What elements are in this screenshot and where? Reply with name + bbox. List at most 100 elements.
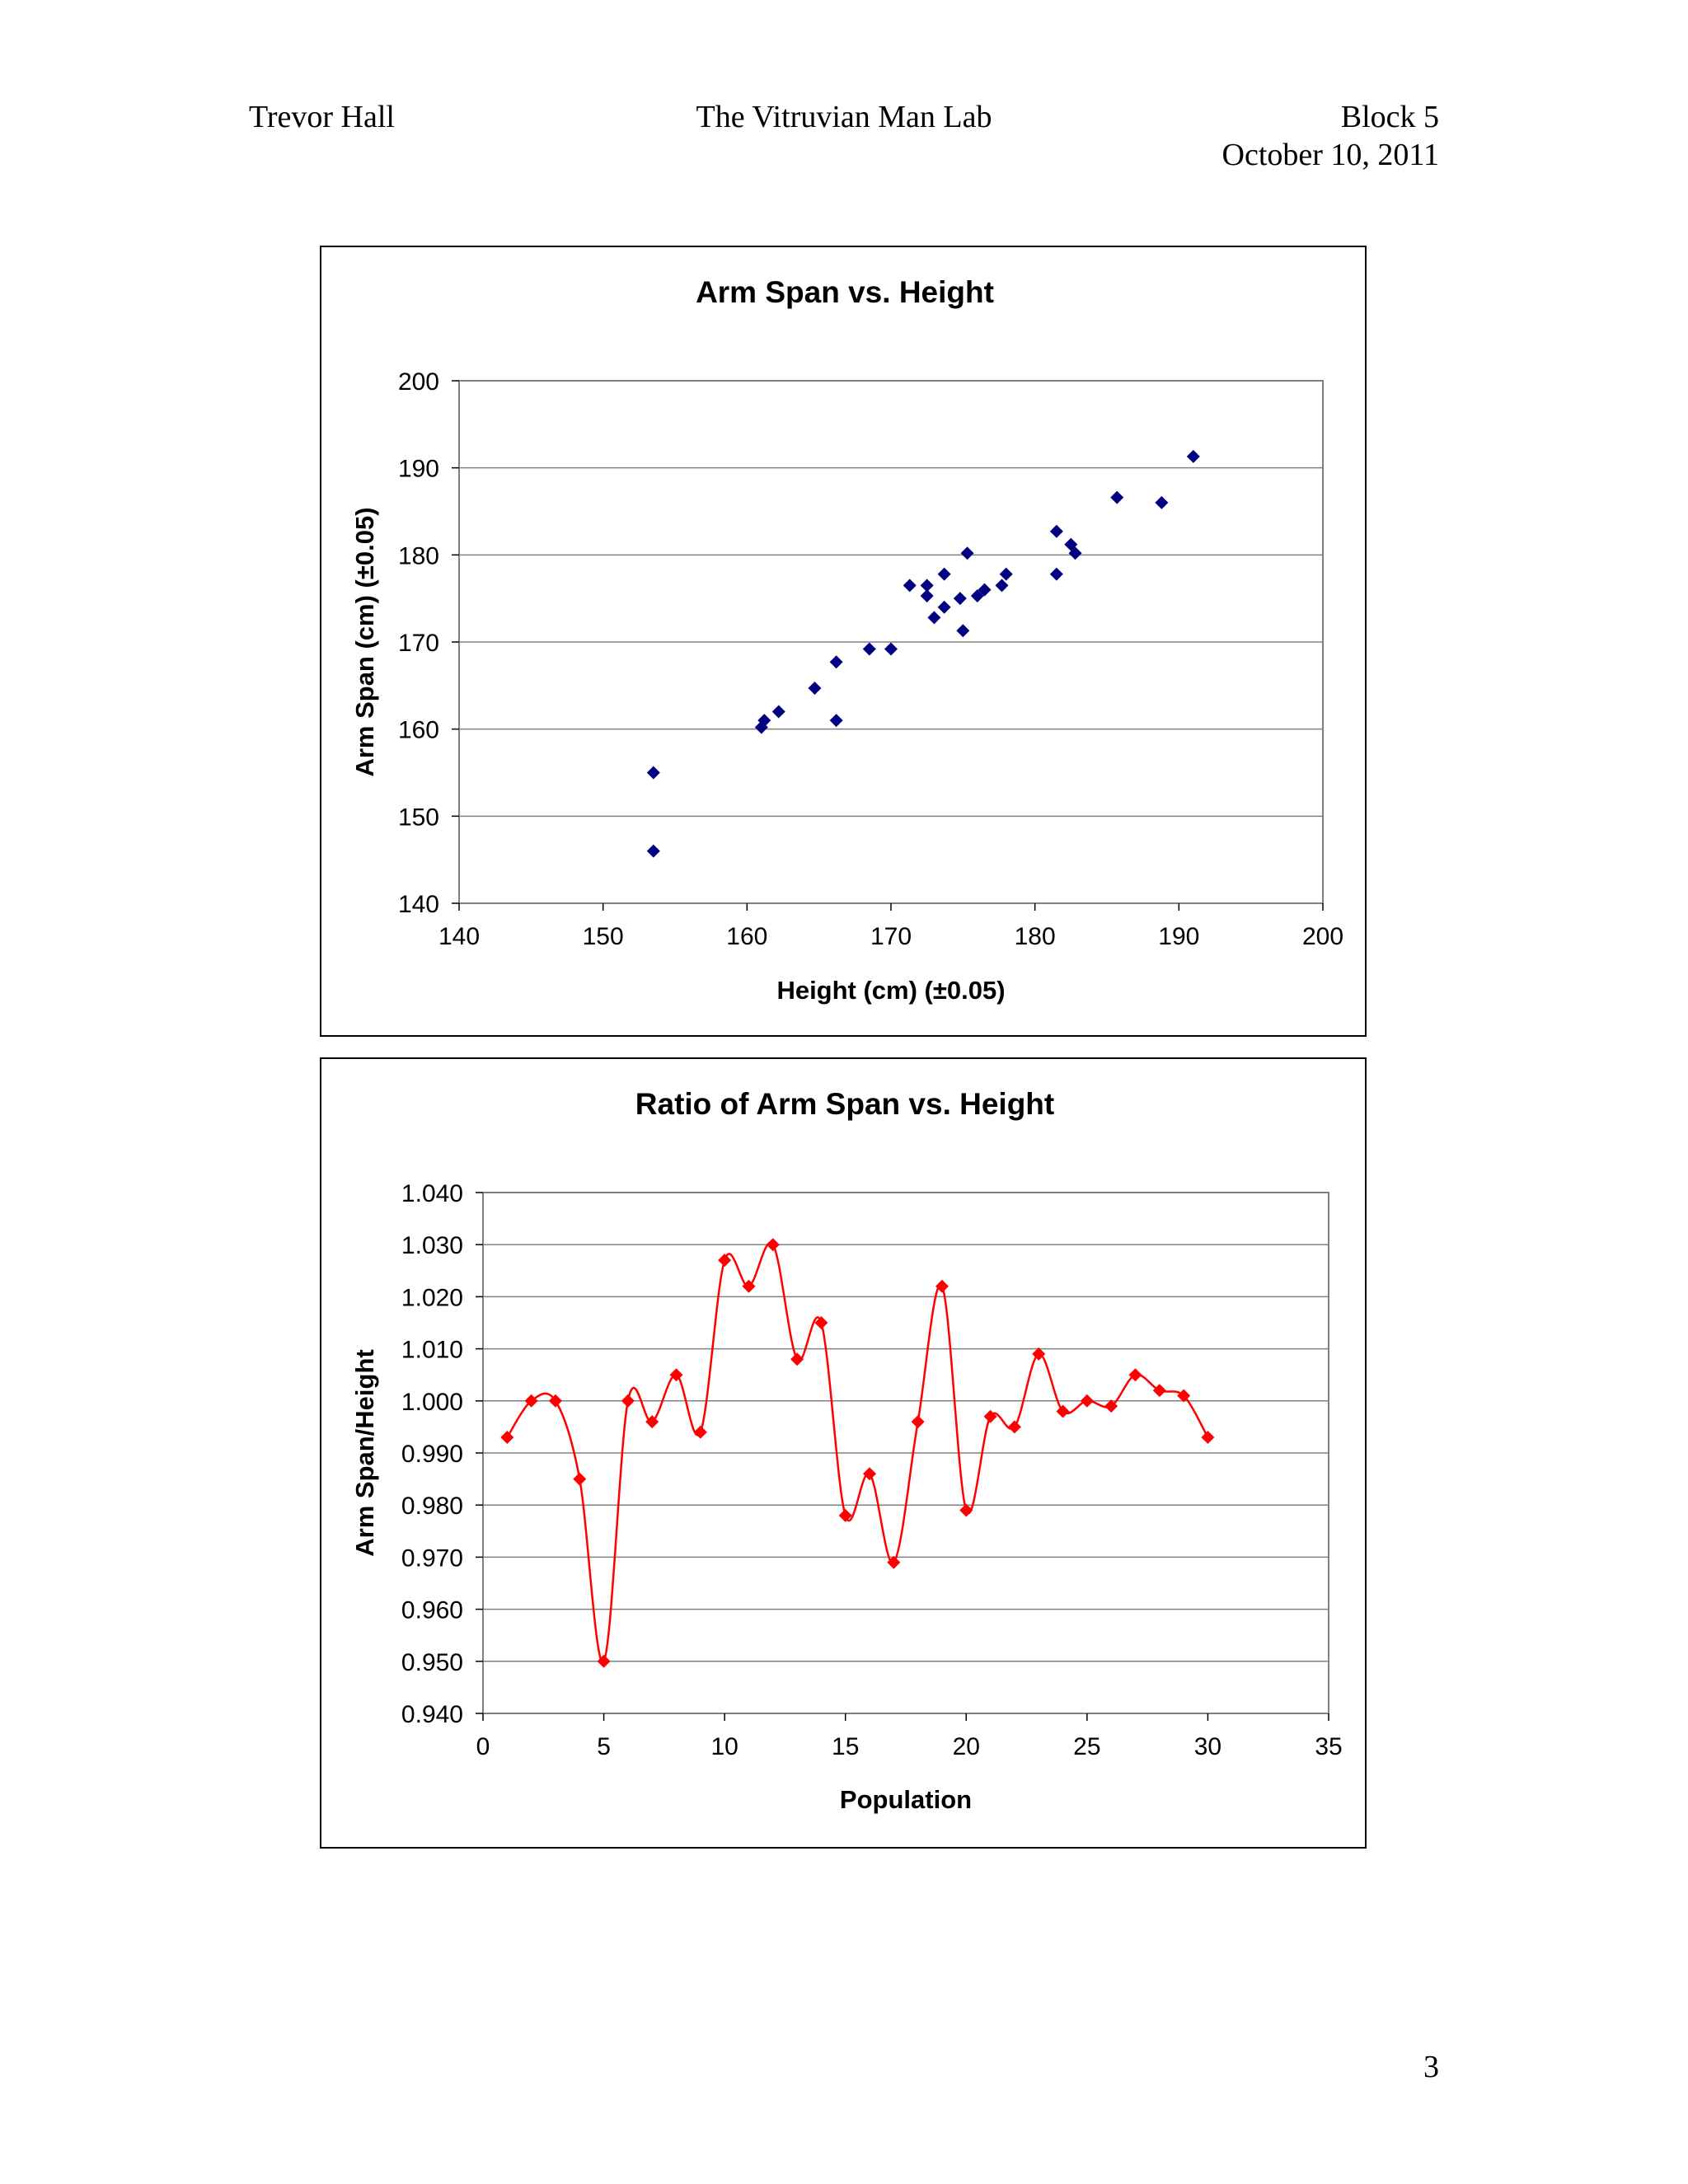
x-tick-label: 5	[597, 1733, 611, 1760]
report-date: October 10, 2011	[1221, 138, 1439, 172]
scatter-point	[960, 546, 974, 560]
y-axis-label: Arm Span (cm) (±0.05)	[350, 507, 379, 776]
scatter-point	[862, 642, 876, 656]
x-tick-label: 20	[953, 1733, 980, 1760]
x-tick-label: 30	[1194, 1733, 1221, 1760]
chart-title: Arm Span vs. Height	[696, 275, 994, 309]
author-name: Trevor Hall	[249, 100, 395, 134]
scatter-point	[1155, 495, 1169, 509]
line-point	[621, 1394, 635, 1408]
page-number: 3	[1423, 2050, 1439, 2084]
lab-title: The Vitruvian Man Lab	[696, 100, 992, 134]
line-point	[645, 1415, 659, 1429]
y-axis-label: Arm Span/Height	[350, 1349, 379, 1556]
scatter-chart-arm-span-vs-height: Arm Span vs. Height 140 150 160 170 180 190 20…	[320, 246, 1367, 1037]
y-tick-label: 1.040	[401, 1180, 463, 1207]
line-point	[983, 1409, 997, 1423]
y-tick-label: 0.950	[401, 1649, 463, 1676]
line-point	[597, 1654, 611, 1668]
tick-labels: 0.940 0.950 0.960 0.970 0.980 0.990 1.000 1.010…	[401, 1180, 1343, 1760]
scatter-point	[1186, 449, 1200, 463]
series-line	[506, 1241, 1209, 1663]
scatter-point	[999, 567, 1013, 581]
y-tick-label: 0.970	[401, 1544, 463, 1572]
line-point	[1080, 1394, 1094, 1408]
y-tick-label: 1.010	[401, 1337, 463, 1364]
x-tick-label: 170	[870, 923, 912, 950]
y-tick-label: 140	[398, 891, 439, 918]
x-tick-label: 180	[1015, 923, 1056, 950]
y-tick-label: 170	[398, 630, 439, 657]
x-tick-label: 35	[1315, 1733, 1342, 1760]
scatter-point	[1068, 546, 1082, 560]
chart-title: Ratio of Arm Span vs. Height	[635, 1087, 1054, 1121]
y-tick-label: 1.020	[401, 1284, 463, 1311]
line-point	[935, 1279, 949, 1293]
x-tick-label: 200	[1302, 923, 1343, 950]
line-point	[1056, 1404, 1070, 1418]
scatter-point	[829, 655, 843, 669]
scatter-point	[920, 579, 934, 593]
gridlines	[452, 380, 1324, 911]
scatter-point	[937, 567, 951, 581]
scatter-point	[829, 714, 843, 728]
data-points	[646, 449, 1200, 858]
scatter-point	[1049, 524, 1063, 538]
line-point	[1201, 1431, 1215, 1445]
line-point	[814, 1316, 828, 1329]
ratio-series-line	[506, 1241, 1209, 1663]
line-point	[669, 1368, 683, 1382]
x-tick-label: 150	[583, 923, 624, 950]
scatter-point	[920, 588, 934, 602]
x-tick-label: 0	[476, 1733, 490, 1760]
line-point	[1128, 1368, 1142, 1382]
scatter-point	[927, 611, 941, 625]
y-tick-label: 150	[398, 804, 439, 831]
y-tick-label: 180	[398, 542, 439, 569]
x-axis-label: Height (cm) (±0.05)	[776, 976, 1005, 1005]
line-point	[766, 1238, 780, 1252]
line-point	[838, 1508, 852, 1522]
scatter-point	[956, 624, 970, 638]
scatter-point	[646, 766, 660, 780]
scatter-point	[937, 600, 951, 614]
line-point	[524, 1394, 538, 1408]
line-point	[693, 1425, 707, 1439]
y-tick-label: 1.030	[401, 1232, 463, 1259]
line-point	[863, 1467, 877, 1481]
line-chart-ratio: Ratio of Arm Span vs. Height 0.940 0.950 0…	[320, 1057, 1367, 1849]
line-point	[573, 1472, 587, 1486]
scatter-point	[771, 705, 785, 719]
x-tick-label: 10	[710, 1733, 738, 1760]
line-point	[1104, 1399, 1118, 1413]
tick-labels: 140 150 160 170 180 190 200 140 150 160 170 180 190 2…	[398, 368, 1343, 950]
x-tick-label: 15	[832, 1733, 859, 1760]
scatter-point	[995, 579, 1009, 593]
y-tick-label: 0.960	[401, 1597, 463, 1624]
scatter-point	[970, 588, 984, 602]
line-point	[500, 1431, 514, 1445]
line-point	[1152, 1384, 1166, 1398]
y-tick-label: 190	[398, 456, 439, 483]
scatter-point	[646, 844, 660, 858]
line-point	[887, 1555, 901, 1569]
scatter-point	[903, 579, 917, 593]
scatter-point	[757, 714, 771, 728]
x-tick-label: 190	[1158, 923, 1199, 950]
line-point	[1177, 1389, 1191, 1403]
x-tick-label: 160	[726, 923, 767, 950]
x-tick-label: 25	[1073, 1733, 1100, 1760]
data-points	[500, 1238, 1215, 1668]
y-tick-label: 0.940	[401, 1701, 463, 1728]
line-point	[718, 1254, 732, 1268]
line-point	[742, 1279, 756, 1293]
x-tick-label: 140	[438, 923, 480, 950]
y-tick-label: 200	[398, 368, 439, 396]
y-tick-label: 1.000	[401, 1389, 463, 1416]
line-point	[1007, 1420, 1021, 1434]
line-point	[911, 1415, 925, 1429]
block-label: Block 5	[1340, 100, 1439, 134]
scatter-point	[953, 592, 967, 606]
line-point	[1032, 1347, 1046, 1361]
